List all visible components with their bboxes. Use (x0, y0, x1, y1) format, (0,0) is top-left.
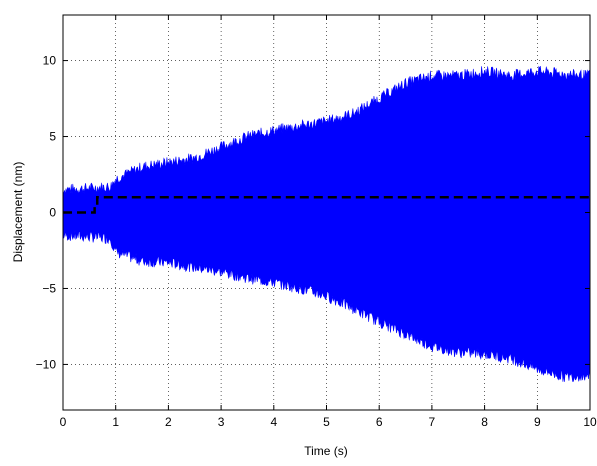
tick-labels: 0 1 2 3 4 5 6 7 8 9 10 10 5 0 −5 −10 (36, 54, 597, 429)
x-tick-label: 3 (218, 415, 225, 429)
x-tick-label: 0 (60, 415, 67, 429)
x-tick-label: 5 (323, 415, 330, 429)
x-axis-label: Time (s) (304, 444, 348, 458)
y-axis-label: Displacement (nm) (11, 162, 25, 263)
x-tick-label: 1 (112, 415, 119, 429)
x-tick-label: 4 (270, 415, 277, 429)
y-tick-label: 10 (43, 54, 57, 68)
y-tick-label: −5 (42, 281, 56, 295)
y-tick-label: −10 (36, 357, 57, 371)
x-tick-label: 10 (583, 415, 597, 429)
x-tick-label: 7 (429, 415, 436, 429)
x-tick-label: 6 (376, 415, 383, 429)
x-tick-label: 8 (481, 415, 488, 429)
x-tick-label: 2 (165, 415, 172, 429)
axis-ticks (62, 15, 591, 410)
reference-dashed-series (63, 196, 590, 214)
y-tick-label: 0 (49, 206, 56, 220)
x-tick-label: 9 (534, 415, 541, 429)
y-tick-label: 5 (49, 130, 56, 144)
